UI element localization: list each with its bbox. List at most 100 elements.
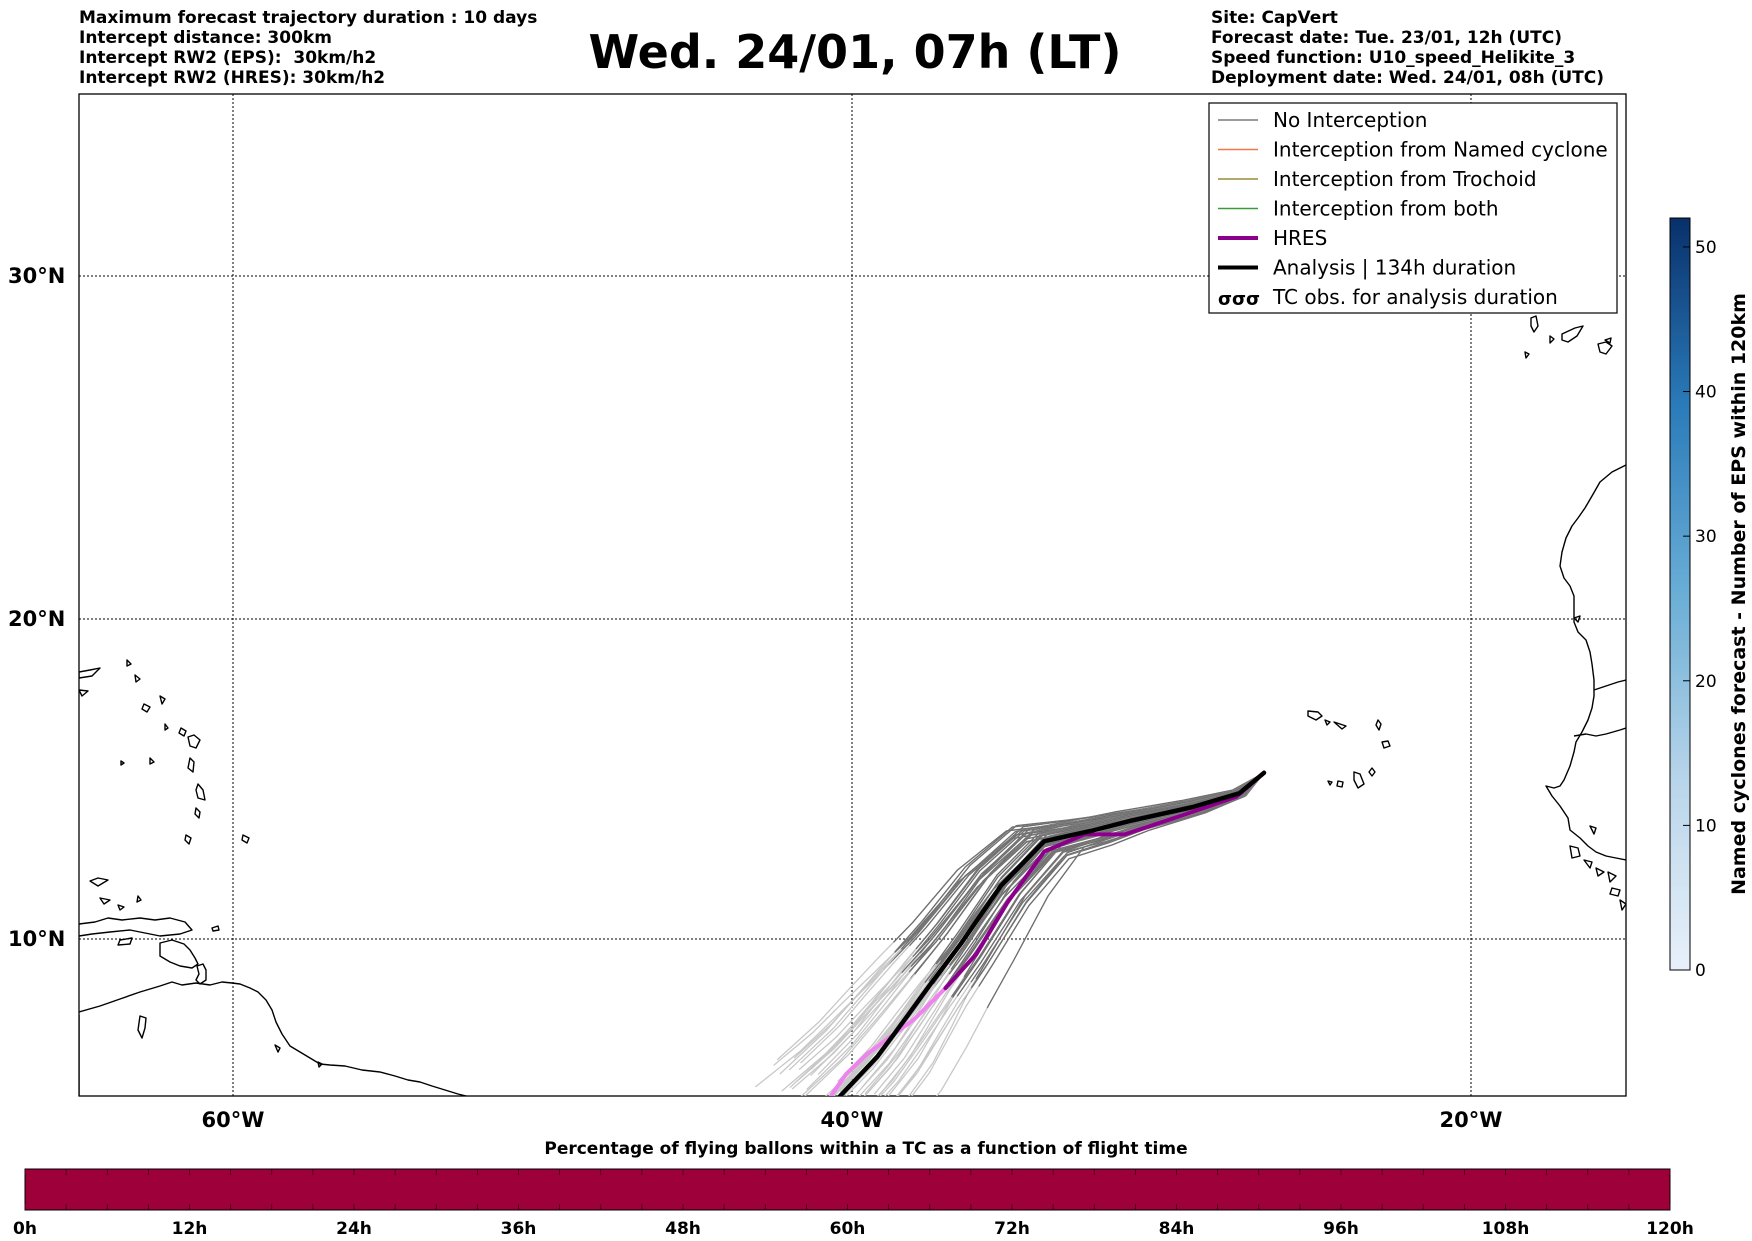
antilles-4 xyxy=(195,783,206,801)
main-trajectories xyxy=(828,770,1267,1096)
puerto-rico xyxy=(79,667,101,679)
antilles-7 xyxy=(241,834,250,844)
antilles-1 xyxy=(187,734,201,749)
antilles-2 xyxy=(178,727,187,737)
bijagos-1 xyxy=(1569,845,1581,859)
colorbar-eps: 0 10 20 30 40 50 Named cyclones forecast - Nu… xyxy=(1669,217,1750,981)
cape-verde-brava xyxy=(1327,780,1333,786)
cape-verde-fogo xyxy=(1336,780,1344,788)
legend-label: Analysis | 134h duration xyxy=(1273,256,1516,280)
legend-item: Interception from Trochoid xyxy=(1218,167,1537,191)
forecast-parameters: Maximum forecast trajectory duration : 1… xyxy=(79,8,537,88)
antilles-11 xyxy=(159,695,166,705)
cape-verde-maio xyxy=(1368,767,1376,777)
lon-label-20w: 20°W xyxy=(1440,1108,1503,1132)
canary-5 xyxy=(1597,341,1613,355)
legend-label: Interception from Trochoid xyxy=(1273,167,1537,191)
legend: No Interception Interception from Named c… xyxy=(1208,102,1618,314)
tobago xyxy=(211,925,220,932)
cape-verde-boa-vista xyxy=(1381,740,1391,749)
legend-item: No Interception xyxy=(1218,108,1427,132)
cape-verde-sal xyxy=(1375,719,1382,731)
antilles-14 xyxy=(120,760,125,766)
lat-label-20n: 20°N xyxy=(8,607,65,631)
canary-4 xyxy=(1561,325,1584,343)
eps-track xyxy=(800,772,1265,1064)
canary-1 xyxy=(1530,315,1539,333)
time-colorbar-bar xyxy=(24,1168,1671,1211)
legend-label: Interception from both xyxy=(1273,197,1499,221)
time-tick-label: 60h xyxy=(830,1219,866,1239)
lat-label-30n: 30°N xyxy=(8,264,65,288)
lat-label-10n: 10°N xyxy=(8,927,65,951)
colorbar-tick-label: 20 xyxy=(1695,672,1717,692)
time-tick-label: 12h xyxy=(172,1219,208,1239)
legend-item: σσσ TC obs. for analysis duration xyxy=(1218,285,1558,310)
colorbar-tick-label: 50 xyxy=(1695,238,1717,258)
trinidad xyxy=(195,963,207,985)
cape-verde-santo-antao xyxy=(1307,710,1323,721)
antilles-10 xyxy=(141,703,151,713)
bijagos-6 xyxy=(1619,899,1626,911)
colorbar-tick-label: 0 xyxy=(1695,961,1706,981)
virgin-islands xyxy=(79,689,89,697)
antilles-16 xyxy=(136,895,142,903)
legend-item: HRES xyxy=(1218,226,1327,250)
forecast-date-text: Forecast date: Tue. 23/01, 12h (UTC) xyxy=(1211,28,1562,48)
antilles-19 xyxy=(317,1061,323,1068)
time-tick-label: 96h xyxy=(1323,1219,1359,1239)
lon-label-60w: 60°W xyxy=(202,1108,265,1132)
south-america-coast xyxy=(79,981,469,1096)
cape-verde-santiago xyxy=(1353,771,1365,789)
legend-label: No Interception xyxy=(1273,108,1427,132)
eps-track xyxy=(798,772,1265,1070)
time-colorbar: Percentage of flying ballons within a TC… xyxy=(13,1139,1694,1239)
eps-track xyxy=(908,772,1265,1096)
eps-track xyxy=(896,772,1265,1096)
antilles-6 xyxy=(184,834,192,845)
colorbar-tick-label: 10 xyxy=(1695,816,1717,836)
bijagos-5 xyxy=(1609,887,1621,897)
paria-coast xyxy=(159,939,199,969)
time-tick-label: 72h xyxy=(994,1219,1030,1239)
intercept-distance-text: Intercept distance: 300km xyxy=(79,28,332,48)
intercept-hres-text: Intercept RW2 (HRES): 30km/h2 xyxy=(79,68,386,88)
antilles-13 xyxy=(149,757,155,765)
margarita xyxy=(117,937,133,946)
venezuela-coast-west xyxy=(79,917,193,937)
eps-track xyxy=(781,772,1265,1092)
africa-river-mouth xyxy=(1573,615,1581,623)
bijagos-3 xyxy=(1595,867,1605,877)
africa-gambia xyxy=(1573,727,1626,737)
antilles-9 xyxy=(134,674,141,683)
hres-track xyxy=(828,770,1266,1096)
canary-3 xyxy=(1524,351,1530,359)
bijagos-7 xyxy=(1589,825,1597,835)
legend-item: Interception from Named cyclone xyxy=(1218,138,1608,162)
colorbar-tick-label: 40 xyxy=(1695,383,1717,403)
coastlines xyxy=(79,315,1626,1096)
time-tick-label: 36h xyxy=(501,1219,537,1239)
bijagos-4 xyxy=(1607,871,1617,883)
time-tick-label: 84h xyxy=(1159,1219,1195,1239)
canary-6 xyxy=(1604,337,1612,344)
antilles-5 xyxy=(194,807,201,819)
legend-item: Analysis | 134h duration xyxy=(1218,256,1516,280)
cape-verde-sao-nicolau xyxy=(1333,721,1347,730)
legend-label: Interception from Named cyclone xyxy=(1273,138,1608,162)
antilles-15 xyxy=(89,877,109,887)
site-info: Site: CapVert Forecast date: Tue. 23/01,… xyxy=(1211,8,1604,88)
canary-2 xyxy=(1549,335,1555,344)
colorbar-tick-label: 30 xyxy=(1695,527,1717,547)
antilles-3 xyxy=(187,757,195,773)
time-tick-label: 120h xyxy=(1646,1219,1694,1239)
site-text: Site: CapVert xyxy=(1211,8,1338,28)
africa-senegal-river xyxy=(1593,679,1626,691)
legend-box xyxy=(1208,102,1618,314)
time-tick-label: 0h xyxy=(13,1219,37,1239)
tc-symbol-icon: σσσ xyxy=(1218,289,1260,310)
antilles-12 xyxy=(164,723,169,731)
max-duration-text: Maximum forecast trajectory duration : 1… xyxy=(79,8,538,28)
antilles-18 xyxy=(274,1044,281,1053)
